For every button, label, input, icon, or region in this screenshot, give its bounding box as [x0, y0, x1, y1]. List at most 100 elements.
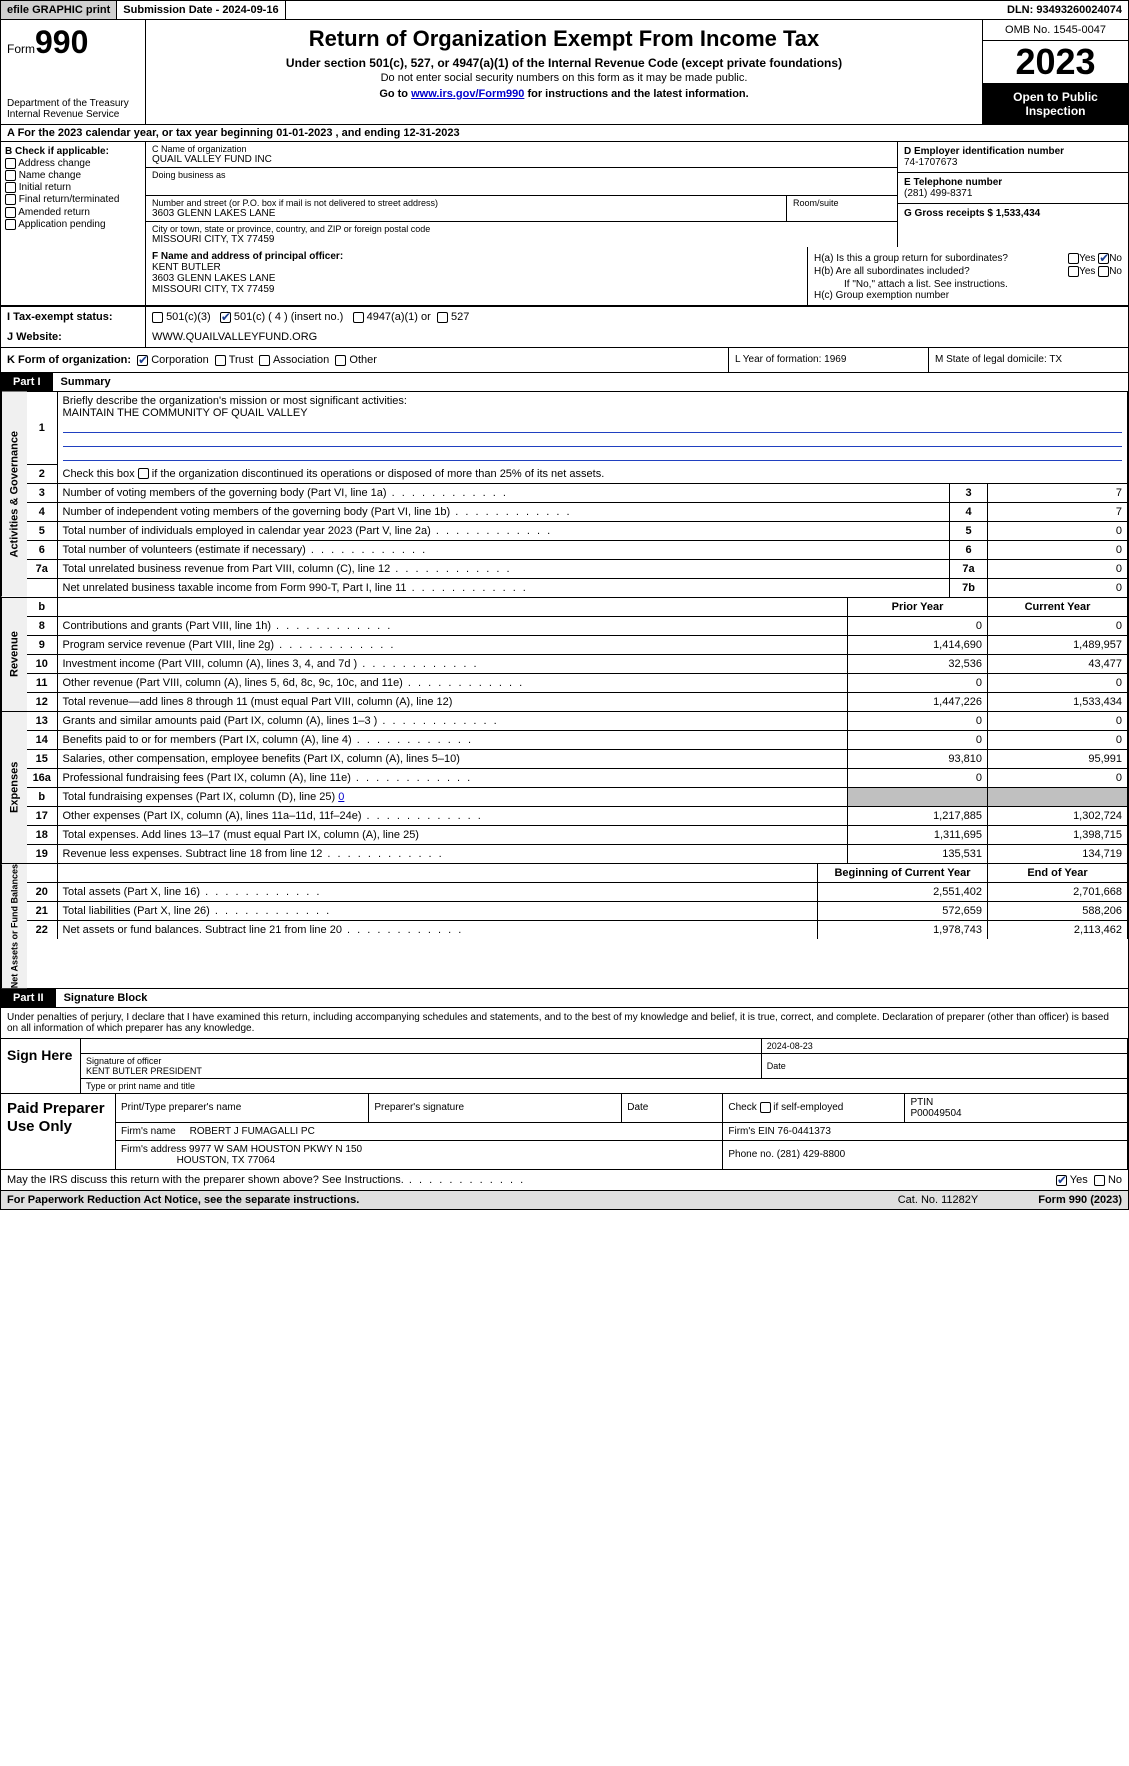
- p14: 0: [848, 730, 988, 749]
- p17: 1,217,885: [848, 806, 988, 825]
- cb-corp[interactable]: [137, 355, 148, 366]
- efile-tag: efile GRAPHIC print: [1, 1, 117, 19]
- firm-ein: 76-0441373: [778, 1126, 831, 1137]
- goto-post: for instructions and the latest informat…: [524, 88, 748, 100]
- cb-4947[interactable]: [353, 312, 364, 323]
- governance-section: Activities & Governance 1 Briefly descri…: [0, 392, 1129, 598]
- corp: Corporation: [151, 354, 208, 366]
- cb-501c[interactable]: [220, 312, 231, 323]
- line22: Net assets or fund balances. Subtract li…: [63, 924, 464, 936]
- ssn-note: Do not enter social security numbers on …: [152, 72, 976, 84]
- line7a: Total unrelated business revenue from Pa…: [63, 563, 512, 575]
- prep-name-lbl: Print/Type preparer's name: [116, 1094, 369, 1123]
- firm-lbl: Firm's name: [121, 1126, 176, 1137]
- form-header: Form990 Department of the Treasury Inter…: [0, 20, 1129, 125]
- app-pending: Application pending: [18, 219, 105, 230]
- form-subtitle: Under section 501(c), 527, or 4947(a)(1)…: [152, 56, 976, 70]
- line12: Total revenue—add lines 8 through 11 (mu…: [63, 696, 453, 708]
- current-year: Current Year: [988, 598, 1128, 617]
- irs-link[interactable]: www.irs.gov/Form990: [411, 88, 524, 100]
- cb-trust[interactable]: [215, 355, 226, 366]
- p10: 32,536: [848, 654, 988, 673]
- row-a-calendar: A For the 2023 calendar year, or tax yea…: [0, 125, 1129, 142]
- mission-val: MAINTAIN THE COMMUNITY OF QUAIL VALLEY: [63, 407, 308, 419]
- net-side: Net Assets or Fund Balances: [1, 864, 27, 988]
- b21: 572,659: [818, 901, 988, 920]
- cb-hb-yes[interactable]: [1068, 266, 1079, 277]
- line18: Total expenses. Add lines 13–17 (must eq…: [63, 829, 419, 841]
- firm-addr-lbl: Firm's address: [121, 1144, 186, 1155]
- c9: 1,489,957: [988, 635, 1128, 654]
- omb-number: OMB No. 1545-0047: [983, 20, 1128, 41]
- line6: Total number of volunteers (estimate if …: [63, 544, 428, 556]
- cb-discontinued[interactable]: [138, 468, 149, 479]
- line11: Other revenue (Part VIII, column (A), li…: [63, 677, 525, 689]
- paid-lbl: Paid Preparer Use Only: [1, 1094, 116, 1169]
- submission-date: Submission Date - 2024-09-16: [117, 1, 285, 19]
- tax-exempt-lbl: I Tax-exempt status:: [1, 307, 146, 327]
- line16a: Professional fundraising fees (Part IX, …: [63, 772, 473, 784]
- cb-name-change[interactable]: [5, 170, 16, 181]
- p11: 0: [848, 673, 988, 692]
- part2-title: Signature Block: [56, 989, 156, 1007]
- line17: Other expenses (Part IX, column (A), lin…: [63, 810, 483, 822]
- line19: Revenue less expenses. Subtract line 18 …: [63, 848, 444, 860]
- firm-name: ROBERT J FUMAGALLI PC: [190, 1126, 315, 1137]
- firm-phone-lbl: Phone no.: [728, 1149, 774, 1160]
- no2: No: [1109, 266, 1122, 277]
- cb-hb-no[interactable]: [1098, 266, 1109, 277]
- cat-no: Cat. No. 11282Y: [898, 1194, 979, 1206]
- gov-side: Activities & Governance: [1, 392, 27, 597]
- box-c: C Name of organization QUAIL VALLEY FUND…: [146, 142, 898, 247]
- cb-initial-return[interactable]: [5, 182, 16, 193]
- cb-assoc[interactable]: [259, 355, 270, 366]
- line8: Contributions and grants (Part VIII, lin…: [63, 620, 393, 632]
- cb-discuss-no[interactable]: [1094, 1175, 1105, 1186]
- end-year: End of Year: [988, 864, 1128, 883]
- cb-527[interactable]: [437, 312, 448, 323]
- paperwork-notice: For Paperwork Reduction Act Notice, see …: [7, 1194, 359, 1206]
- cb-amended-return[interactable]: [5, 207, 16, 218]
- org-name: QUAIL VALLEY FUND INC: [152, 154, 891, 165]
- goto-pre: Go to: [379, 88, 411, 100]
- street: 3603 GLENN LAKES LANE: [152, 208, 780, 219]
- cb-app-pending[interactable]: [5, 219, 16, 230]
- beg-year: Beginning of Current Year: [818, 864, 988, 883]
- cb-501c3[interactable]: [152, 312, 163, 323]
- val6: 0: [988, 540, 1128, 559]
- firm-addr1: 9977 W SAM HOUSTON PKWY N 150: [189, 1144, 362, 1155]
- ein-lbl: D Employer identification number: [904, 146, 1064, 157]
- sig-intro: Under penalties of perjury, I declare th…: [1, 1008, 1128, 1038]
- row-fh: F Name and address of principal officer:…: [0, 247, 1129, 306]
- cb-address-change[interactable]: [5, 158, 16, 169]
- c16a: 0: [988, 768, 1128, 787]
- cb-self-emp[interactable]: [760, 1102, 771, 1113]
- prep-date-lbl: Date: [622, 1094, 723, 1123]
- c13: 0: [988, 712, 1128, 731]
- p13: 0: [848, 712, 988, 731]
- ptin-cell: PTINP00049504: [905, 1094, 1128, 1123]
- hc-lbl: H(c) Group exemption number: [814, 290, 1122, 301]
- e22: 2,113,462: [988, 920, 1128, 939]
- prior-year: Prior Year: [848, 598, 988, 617]
- val7b: 0: [988, 578, 1128, 597]
- cb-final-return[interactable]: [5, 194, 16, 205]
- no: No: [1109, 253, 1122, 264]
- yes: Yes: [1079, 253, 1095, 264]
- part1-tag: Part I: [1, 373, 53, 391]
- cb-other[interactable]: [335, 355, 346, 366]
- form-word: Form: [7, 42, 35, 56]
- line16b: Total fundraising expenses (Part IX, col…: [63, 791, 339, 803]
- cb-discuss-yes[interactable]: [1056, 1175, 1067, 1186]
- c17: 1,302,724: [988, 806, 1128, 825]
- revenue-section: Revenue bPrior YearCurrent Year 8Contrib…: [0, 598, 1129, 712]
- box-b-title: B Check if applicable:: [5, 146, 141, 157]
- city: MISSOURI CITY, TX 77459: [152, 234, 891, 245]
- box-b: B Check if applicable: Address change Na…: [1, 142, 146, 247]
- cb-ha-no[interactable]: [1098, 253, 1109, 264]
- goto-line: Go to www.irs.gov/Form990 for instructio…: [152, 88, 976, 100]
- amended-return: Amended return: [18, 207, 90, 218]
- row-k: K Form of organization: Corporation Trus…: [0, 347, 1129, 373]
- rev-b: b: [27, 598, 57, 617]
- cb-ha-yes[interactable]: [1068, 253, 1079, 264]
